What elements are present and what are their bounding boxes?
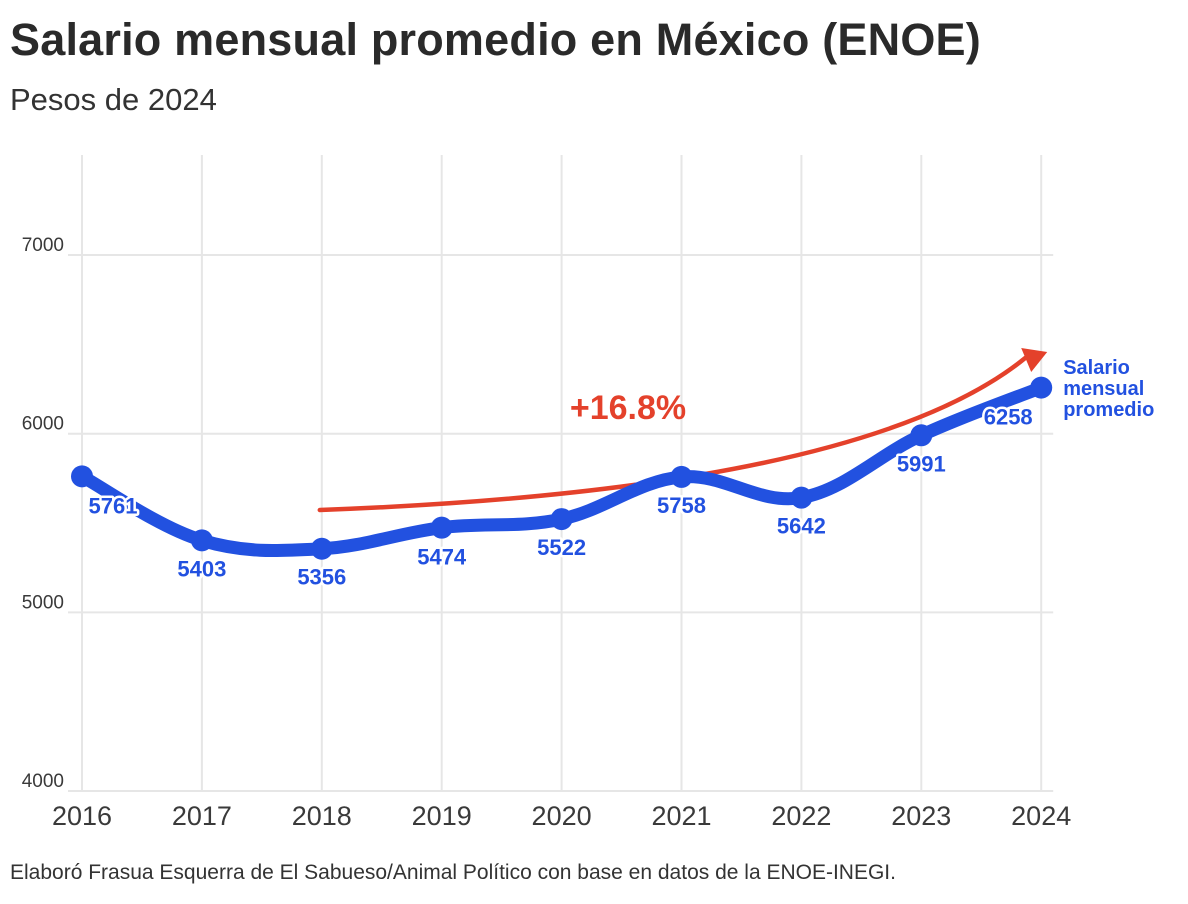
data-labels: 5761 5403 5356 5474 5522 5758 5642 5991 6258 Sala… (86, 357, 1154, 592)
y-tick-label: 7000 (22, 235, 64, 256)
x-tick-label: 2019 (412, 801, 472, 831)
data-point-2019 (430, 516, 453, 539)
data-label-2016: 5761 (89, 493, 138, 518)
data-label-2021: 5758 (657, 493, 706, 518)
data-point-2021 (670, 465, 693, 488)
data-label-2019: 5474 (417, 545, 467, 570)
data-point-2018 (310, 537, 333, 560)
data-point-2022 (790, 486, 813, 509)
data-point-2024 (1030, 376, 1053, 399)
trend-arrow (317, 355, 1028, 513)
data-label-2020: 5522 (537, 535, 586, 560)
x-tick-label: 2018 (292, 801, 352, 831)
data-point-2016 (71, 465, 93, 488)
x-tick-label: 2020 (532, 801, 592, 831)
grid (68, 155, 1054, 792)
x-tick-label: 2017 (172, 801, 232, 831)
data-label-2023: 5991 (897, 451, 946, 476)
data-point-2020 (550, 508, 573, 531)
trend-arrow-head (1021, 348, 1048, 372)
data-point-2023 (910, 424, 933, 447)
x-tick-label: 2021 (651, 801, 711, 831)
data-label-2017: 5403 (177, 556, 226, 581)
y-tick-label: 4000 (22, 771, 64, 792)
series (71, 376, 1053, 560)
data-label-2022: 5642 (777, 514, 826, 539)
source-note: Elaboró Frasua Esquerra de El Sabueso/An… (10, 861, 896, 884)
growth-annotation: +16.8% (570, 389, 686, 427)
chart-subtitle: Pesos de 2024 (10, 82, 217, 117)
data-point-2017 (190, 529, 213, 552)
x-tick-label: 2023 (891, 801, 951, 831)
x-tick-label: 2024 (1011, 801, 1071, 831)
x-tick-label: 2016 (52, 801, 112, 831)
chart-title: Salario mensual promedio en México (ENOE… (10, 14, 981, 65)
y-tick-label: 6000 (22, 414, 64, 435)
annotation: +16.8% (317, 348, 1048, 513)
x-tick-label: 2022 (771, 801, 831, 831)
series-name-label: mensual (1063, 378, 1144, 400)
data-label-2018: 5356 (297, 565, 346, 590)
axes: 4000 5000 6000 7000 2016 2017 2018 2019 2020 2021… (22, 235, 1072, 831)
series-name-label: Salario (1063, 357, 1130, 379)
series-name-label: promedio (1063, 399, 1154, 421)
data-label-2024: 6258 (984, 405, 1033, 430)
y-tick-label: 5000 (22, 592, 64, 613)
